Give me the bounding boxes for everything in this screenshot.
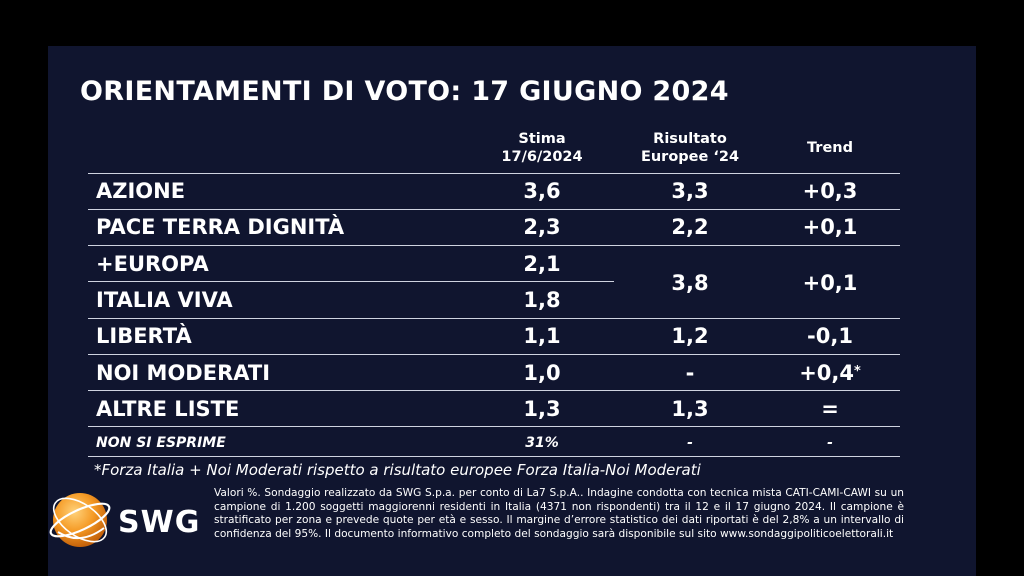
non-si-esprime-label: NON SI ESPRIME [96, 435, 226, 451]
stima-value: 1,1 [523, 324, 561, 348]
stima-value: 2,3 [523, 215, 561, 239]
row-divider-partial [88, 281, 614, 282]
risultato-value: 1,2 [671, 324, 709, 348]
stima-value: 1,3 [523, 397, 561, 421]
trend-value-text: +0,4 [799, 361, 854, 385]
footnote-marker: * [853, 364, 861, 379]
party-label: ALTRE LISTE [96, 397, 240, 421]
party-label: LIBERTÀ [96, 324, 192, 348]
merged-risultato-value: 3,8 [671, 271, 709, 295]
risultato-value: 3,3 [671, 179, 709, 203]
col-header-stima: Stima 17/6/2024 [482, 130, 602, 166]
col-header-trend: Trend [807, 140, 853, 156]
row-divider [88, 390, 900, 391]
party-label: PACE TERRA DIGNITÀ [96, 215, 345, 239]
trend-value: +0,4* [780, 360, 880, 386]
stima-value: 1,0 [523, 361, 561, 385]
stima-value: 2,1 [523, 252, 561, 276]
non-si-esprime-risultato: - [687, 435, 693, 451]
row-divider [88, 426, 900, 427]
globe-icon [49, 493, 111, 547]
footnote: *Forza Italia + Noi Moderati rispetto a … [94, 461, 701, 479]
chart-panel [48, 46, 976, 576]
trend-value: +0,3 [802, 179, 858, 203]
col-header-stima-line2: 17/6/2024 [501, 149, 583, 165]
stima-value: 3,6 [523, 179, 561, 203]
col-header-stima-line1: Stima [518, 131, 566, 147]
col-header-risultato-line2: Europee ‘24 [640, 149, 740, 165]
non-si-esprime-stima: 31% [525, 435, 559, 451]
swg-logo [49, 493, 111, 547]
trend-value: -0,1 [807, 324, 853, 348]
party-label: ITALIA VIVA [96, 288, 233, 312]
trend-value: +0,1 [802, 215, 858, 239]
chart-title: ORIENTAMENTI DI VOTO: 17 GIUGNO 2024 [80, 76, 729, 107]
party-label: NOI MODERATI [96, 361, 271, 385]
risultato-value: - [685, 361, 695, 385]
row-divider [88, 209, 900, 210]
row-divider [88, 456, 900, 457]
risultato-value: 1,3 [671, 397, 709, 421]
risultato-value: 2,2 [671, 215, 709, 239]
methodology-note: Valori %. Sondaggio realizzato da SWG S.… [214, 487, 904, 540]
row-divider [88, 318, 900, 319]
non-si-esprime-trend: - [827, 435, 833, 451]
row-divider [88, 354, 900, 355]
merged-trend-value: +0,1 [802, 271, 858, 295]
party-label: +EUROPA [96, 252, 209, 276]
stima-value: 1,8 [523, 288, 561, 312]
trend-value: = [821, 397, 839, 421]
col-header-risultato: Risultato Europee ‘24 [630, 130, 750, 166]
row-divider [88, 245, 900, 246]
swg-logo-text: SWG [118, 505, 201, 540]
row-divider [88, 173, 900, 174]
col-header-risultato-line1: Risultato [653, 131, 727, 147]
party-label: AZIONE [96, 179, 186, 203]
